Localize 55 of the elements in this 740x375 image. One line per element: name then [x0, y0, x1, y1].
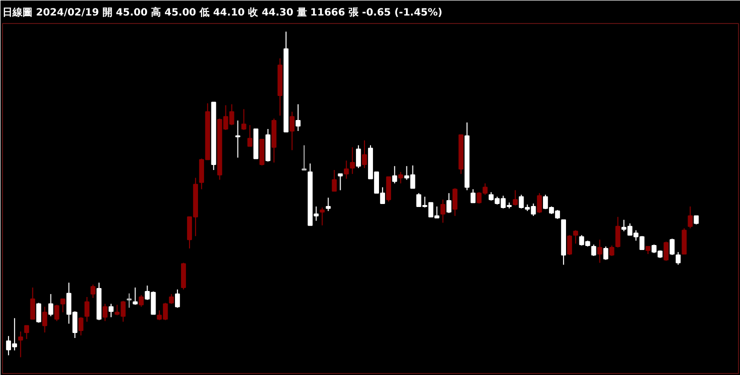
- candlestick: [536, 192, 542, 214]
- candlestick: [102, 303, 108, 322]
- candlestick: [470, 188, 476, 204]
- candlestick: [332, 170, 337, 192]
- candlestick: [90, 284, 96, 298]
- candlestick: [609, 245, 614, 256]
- candlestick: [247, 124, 252, 147]
- candlestick: [338, 173, 343, 191]
- candlestick: [132, 287, 138, 306]
- candlestick: [682, 228, 687, 255]
- candlestick: [18, 331, 24, 358]
- candlestick: [615, 216, 620, 248]
- candlestick: [302, 144, 307, 171]
- candlestick: [78, 316, 84, 336]
- candlestick: [126, 292, 132, 308]
- candlestick: [386, 176, 392, 202]
- candlestick: [664, 241, 669, 262]
- candlestick: [567, 234, 572, 256]
- candlestick: [235, 120, 240, 158]
- candlestick: [670, 238, 675, 256]
- candlestick: [392, 166, 398, 184]
- candlestick: [344, 160, 349, 180]
- candlestick: [48, 294, 54, 317]
- candlestick: [60, 298, 66, 313]
- candlestick: [398, 171, 404, 184]
- candlestick: [573, 230, 578, 244]
- candlestick: [591, 244, 596, 256]
- candlestick: [603, 246, 608, 260]
- candlestick: [168, 294, 174, 304]
- candlestick: [241, 108, 246, 130]
- candlestick: [356, 144, 361, 169]
- candlestick: [440, 199, 446, 224]
- candlestick: [24, 325, 30, 340]
- candlestick: [320, 206, 325, 226]
- candlestick: [326, 197, 331, 212]
- candlestick: [688, 206, 693, 229]
- candlestick: [138, 294, 144, 308]
- candlestick: [290, 111, 295, 151]
- candlestick: [42, 306, 48, 333]
- candlestick: [30, 287, 36, 320]
- candlestick: [350, 146, 355, 174]
- candlestick: [597, 239, 602, 264]
- candlestick: [452, 188, 458, 216]
- chart-title: 日線圖 2024/02/19 開 45.00 高 45.00 低 44.10 收 44.30 量 11666 張 -0.65 (-1.45%): [2, 6, 442, 18]
- candlestick: [446, 192, 452, 214]
- candlestick: [108, 303, 114, 318]
- candlestick: [84, 296, 90, 322]
- candlestick: [36, 302, 42, 324]
- candlestick: [676, 252, 681, 266]
- candlestick: [174, 289, 180, 308]
- candlestick: [54, 304, 60, 322]
- candlestick: [362, 140, 367, 169]
- candlestick: [181, 262, 186, 290]
- candlestick: [512, 190, 518, 206]
- candlestick: [296, 104, 301, 132]
